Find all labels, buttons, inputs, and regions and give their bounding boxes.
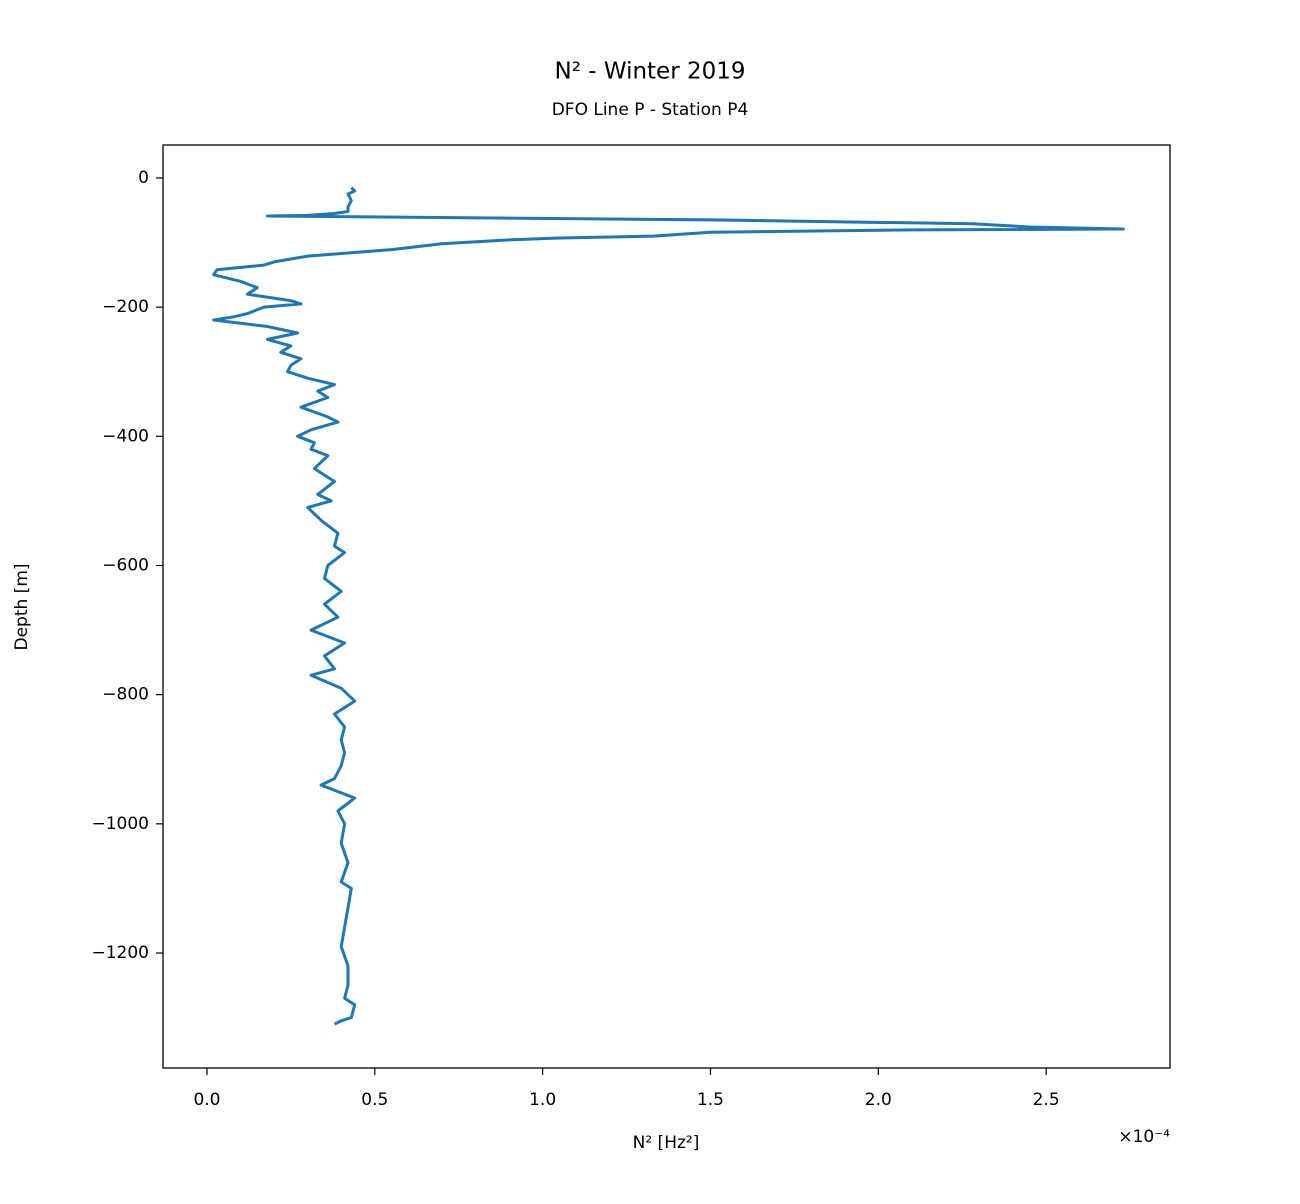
chart-title: N² - Winter 2019 [554,59,745,85]
x-offset-label: ×10⁻⁴ [1118,1127,1170,1147]
x-tick-label: 2.0 [865,1090,892,1110]
y-tick-label: −400 [102,426,149,446]
x-tick-label: 1.5 [697,1090,724,1110]
x-tick-label: 1.0 [529,1090,556,1110]
x-axis-label: N² [Hz²] [633,1133,700,1153]
line [212,186,1125,1026]
y-tick-label: −1200 [91,943,149,963]
y-tick-label: −600 [102,555,149,575]
x-tick-label: 0.0 [193,1090,220,1110]
x-tick-label: 2.5 [1033,1090,1060,1110]
y-tick-label: −1000 [91,814,149,834]
y-axis-label: Depth [m] [12,563,32,650]
chart-subtitle: DFO Line P - Station P4 [552,100,749,120]
x-tick-label: 0.5 [361,1090,388,1110]
plot-frame [162,144,1171,1069]
y-tick-label: 0 [138,168,149,188]
y-tick-label: −200 [102,297,149,317]
y-tick-label: −800 [102,685,149,705]
